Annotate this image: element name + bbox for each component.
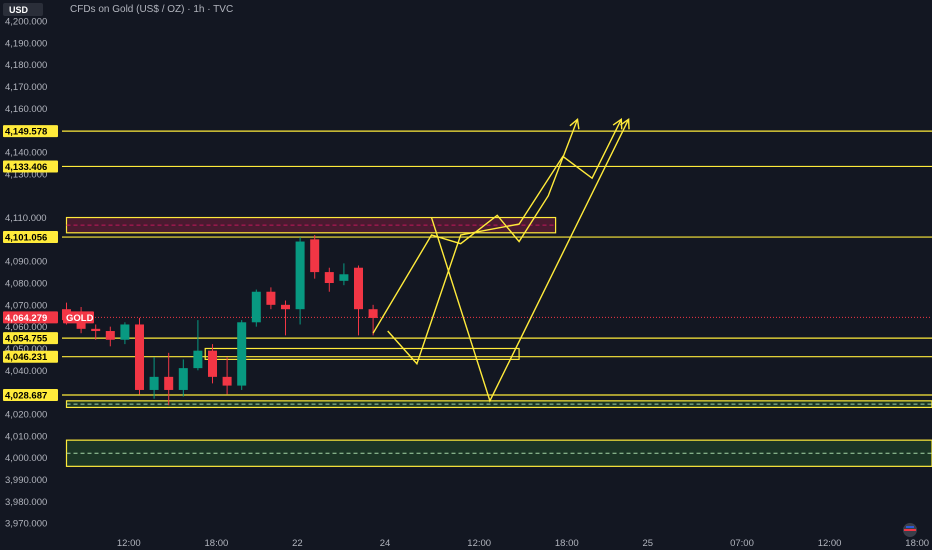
price-axis[interactable]: [0, 0, 62, 550]
x-tick-label: 24: [380, 538, 391, 549]
candle-body[interactable]: [164, 376, 174, 390]
y-tick-label: 4,020.000: [5, 409, 47, 420]
candle-body[interactable]: [295, 241, 305, 310]
price-tag: [3, 231, 58, 244]
candle-body[interactable]: [281, 304, 290, 310]
arrowhead-icon: [612, 118, 623, 130]
price-tag-label: 4,149.578: [5, 127, 47, 138]
candle-body[interactable]: [222, 376, 232, 386]
price-tag-label: 4,101.056: [5, 233, 47, 244]
currency-label: USD: [9, 5, 29, 15]
y-tick-label: 4,190.000: [5, 38, 47, 49]
currency-button[interactable]: [3, 3, 43, 16]
y-tick-label: 3,970.000: [5, 519, 47, 530]
y-tick-label: 4,200.000: [5, 17, 47, 28]
x-tick-label: 12:00: [818, 538, 842, 549]
x-tick-label: 18:00: [555, 538, 579, 549]
current-price-tag: [3, 311, 58, 324]
candle-body[interactable]: [135, 324, 144, 390]
arrowhead-icon: [569, 117, 580, 130]
candle-body[interactable]: [368, 309, 378, 318]
y-tick-label: 4,170.000: [5, 82, 47, 93]
price-tag-label: 4,133.406: [5, 162, 47, 173]
candle-body[interactable]: [354, 267, 363, 310]
y-tick-label: 4,090.000: [5, 257, 47, 268]
candle-body[interactable]: [91, 328, 101, 332]
candle-body[interactable]: [105, 331, 115, 340]
x-tick-label: 18:00: [905, 538, 929, 549]
candle-body[interactable]: [266, 291, 276, 305]
y-tick-label: 3,990.000: [5, 475, 47, 486]
projection-path[interactable]: [387, 119, 622, 366]
tradingview-logo-icon[interactable]: [903, 523, 917, 537]
zone-box[interactable]: [204, 347, 520, 360]
candle-body[interactable]: [339, 274, 349, 281]
projection-path[interactable]: [430, 119, 630, 403]
y-tick-label: 4,110.000: [5, 213, 47, 224]
symbol-label: GOLD: [66, 313, 94, 324]
x-tick-label: 25: [643, 538, 654, 549]
candle-body[interactable]: [149, 376, 159, 390]
price-tag: [3, 388, 58, 401]
y-tick-label: 4,130.000: [5, 169, 47, 180]
y-tick-label: 4,040.000: [5, 366, 47, 377]
x-tick-label: 12:00: [117, 538, 141, 549]
y-tick-label: 4,160.000: [5, 104, 47, 115]
projection-path[interactable]: [372, 119, 579, 334]
candle-body[interactable]: [208, 350, 217, 377]
candle-body[interactable]: [310, 239, 320, 273]
price-tag-label: 4,028.687: [5, 390, 47, 401]
y-tick-label: 4,060.000: [5, 322, 47, 333]
x-tick-label: 07:00: [730, 538, 754, 549]
y-tick-label: 4,010.000: [5, 431, 47, 442]
price-tag: [3, 125, 58, 138]
chart-title: CFDs on Gold (US$ / OZ) · 1h · TVC: [70, 4, 233, 15]
x-tick-label: 22: [292, 538, 303, 549]
price-tag-label: 4,054.755: [5, 334, 48, 345]
y-tick-label: 4,070.000: [5, 300, 47, 311]
candle-body[interactable]: [193, 350, 203, 369]
arrowhead-icon: [620, 118, 630, 130]
price-tag: [3, 350, 58, 363]
y-tick-label: 3,980.000: [5, 497, 47, 508]
x-tick-label: 12:00: [467, 538, 491, 549]
y-tick-label: 4,180.000: [5, 60, 47, 71]
price-tag: [3, 160, 58, 173]
y-tick-label: 4,000.000: [5, 453, 47, 464]
candle-body[interactable]: [251, 291, 261, 323]
y-tick-label: 4,140.000: [5, 148, 47, 159]
candle-body[interactable]: [324, 272, 334, 284]
price-tag: [3, 332, 58, 345]
y-tick-label: 4,050.000: [5, 344, 47, 355]
symbol-tag: [63, 311, 94, 324]
current-price-label: 4,064.279: [5, 313, 47, 324]
candle-body[interactable]: [237, 322, 247, 386]
candle-body[interactable]: [76, 320, 86, 329]
y-tick-label: 4,080.000: [5, 279, 47, 290]
time-axis[interactable]: [62, 534, 932, 550]
price-tag-label: 4,046.231: [5, 352, 48, 363]
candle-body[interactable]: [120, 324, 130, 340]
x-tick-label: 18:00: [205, 538, 229, 549]
candle-body[interactable]: [178, 368, 188, 390]
